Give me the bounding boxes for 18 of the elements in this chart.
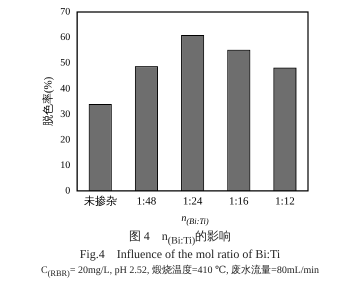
x-tick-label: 未掺杂 [84, 194, 117, 208]
x-tick-label: 1:16 [228, 195, 250, 208]
caption: Fig.4 Influence of the mol ratio of Bi:Ti [78, 246, 282, 264]
y-tick-label: 20 [60, 134, 70, 146]
x-axis-title: n$_{(Bi:Ti)}$ [180, 212, 210, 226]
text: C$_{(RBR)}$= 20mg/L, pH 2.52, 煅烧温度=410 ℃, 废水流量=80mL/min [40, 264, 320, 278]
y-tick-label: 0 [65, 185, 70, 196]
y-tick-label: 60 [60, 32, 70, 44]
x-tick-label: 1:12 [275, 195, 295, 208]
x-tick-label: 1:48 [136, 195, 157, 208]
y-tick-label: 30 [60, 108, 70, 120]
caption: 图 4 n$_{(Bi:Ti)}$的影响 [128, 228, 232, 246]
x-tick-label: 1:24 [182, 195, 203, 208]
y-tick-label: 70 [60, 6, 70, 18]
y-tick-label: 40 [60, 83, 70, 94]
y-axis-title: 脱色率(%) [41, 76, 54, 126]
y-tick-label: 50 [60, 58, 70, 69]
y-tick-label: 10 [60, 160, 70, 171]
